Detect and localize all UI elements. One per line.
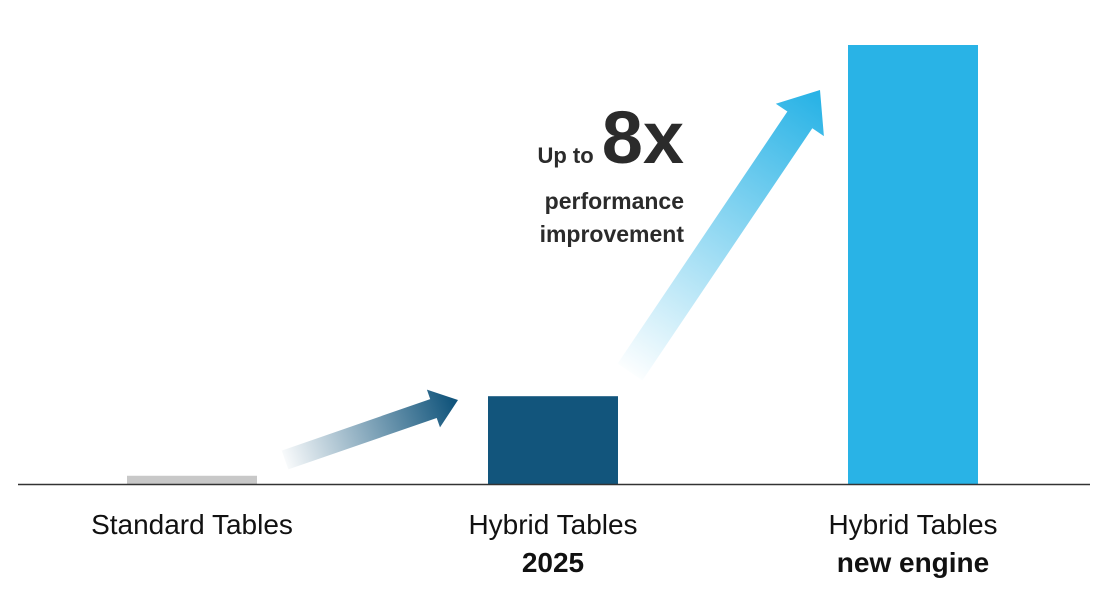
arrow-to-bar-2 (281, 389, 458, 470)
callout-highlight: 8x (602, 96, 684, 179)
category-label-2: Hybrid Tables (468, 509, 637, 540)
category-labels: Standard Tables Hybrid Tables 2025 Hybrid T… (91, 509, 997, 578)
performance-callout: Up to 8x performance improvement (537, 96, 684, 247)
category-label-1: Standard Tables (91, 509, 293, 540)
callout-line-2: improvement (540, 221, 685, 247)
category-sublabel-3: new engine (837, 547, 989, 578)
growth-arrows (281, 90, 824, 470)
callout-line-1: performance (545, 188, 684, 214)
bar-3 (848, 45, 978, 484)
callout-prefix: Up to (537, 143, 593, 168)
category-sublabel-2: 2025 (522, 547, 584, 578)
bars (127, 45, 978, 484)
arrow-to-bar-3 (617, 90, 824, 381)
bar-2 (488, 396, 618, 484)
category-label-3: Hybrid Tables (828, 509, 997, 540)
bar-1 (127, 475, 257, 484)
